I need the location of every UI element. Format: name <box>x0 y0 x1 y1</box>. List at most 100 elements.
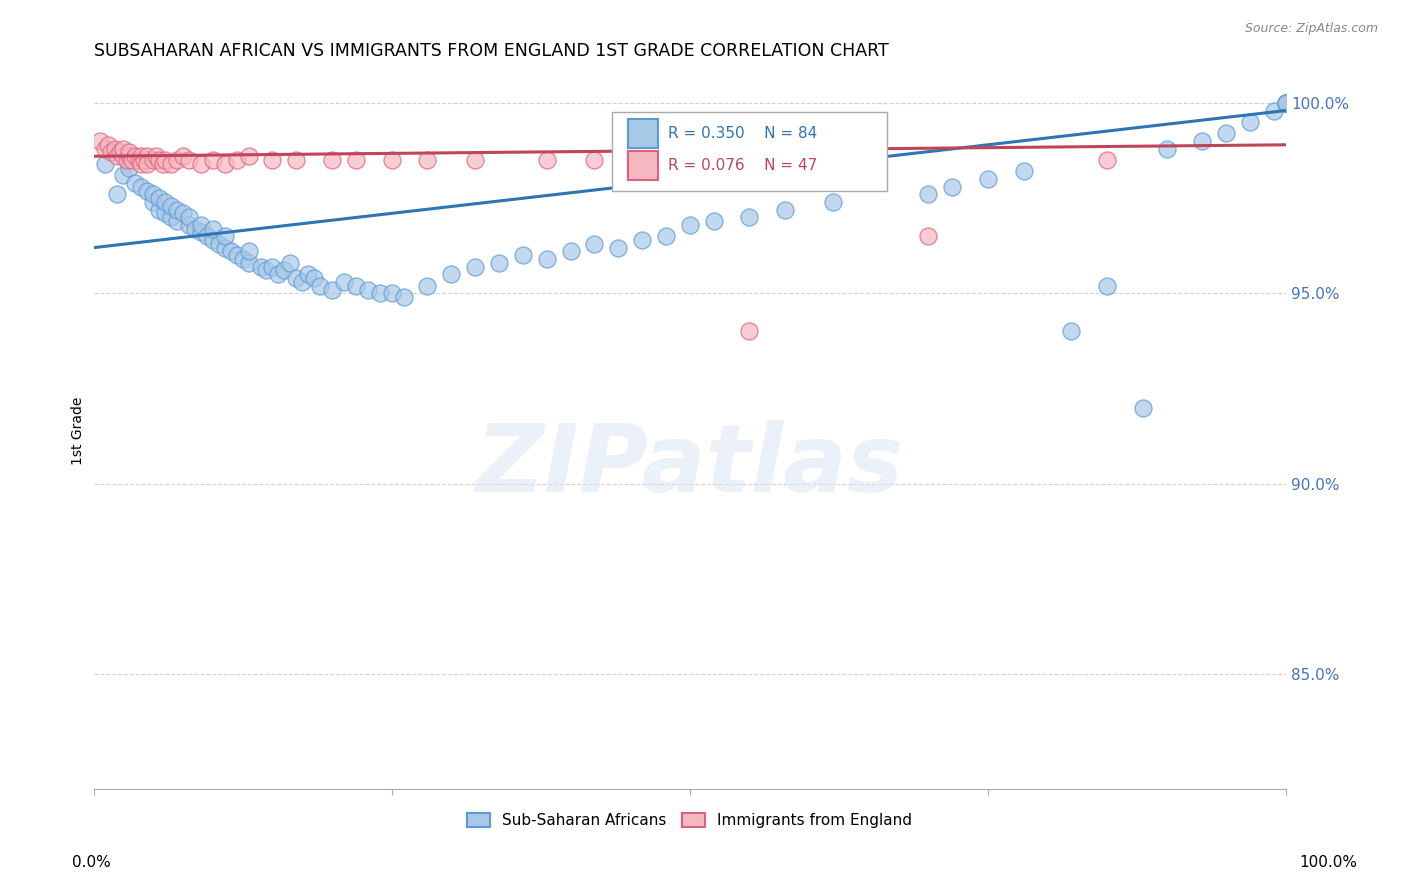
Point <box>1156 142 1178 156</box>
Point <box>142 194 165 209</box>
Point <box>655 153 678 167</box>
Point <box>112 168 135 182</box>
Point <box>381 286 404 301</box>
Point <box>488 256 510 270</box>
Point <box>190 157 212 171</box>
Y-axis label: 1st Grade: 1st Grade <box>72 396 86 465</box>
Point <box>357 283 380 297</box>
Point <box>145 149 167 163</box>
Point <box>738 210 761 224</box>
Point <box>440 268 463 282</box>
Point <box>238 244 260 259</box>
Point <box>1060 325 1083 339</box>
Point <box>738 325 761 339</box>
Point <box>655 229 678 244</box>
Point <box>291 275 314 289</box>
Point <box>302 271 325 285</box>
Point <box>1239 115 1261 129</box>
Point <box>464 260 486 274</box>
Point <box>142 187 165 202</box>
Point <box>160 157 183 171</box>
Point <box>112 142 135 156</box>
Point <box>201 153 224 167</box>
Point <box>536 252 558 266</box>
Point <box>821 194 844 209</box>
Point <box>1275 95 1298 110</box>
Point <box>536 153 558 167</box>
Point <box>94 142 117 156</box>
Point <box>136 149 159 163</box>
Point <box>148 153 170 167</box>
Point <box>392 290 415 304</box>
Point <box>1191 134 1213 148</box>
Point <box>512 248 534 262</box>
Point <box>132 153 155 167</box>
Text: R = 0.076    N = 47: R = 0.076 N = 47 <box>668 158 817 173</box>
Point <box>118 161 141 175</box>
Point <box>94 157 117 171</box>
Point <box>195 229 218 244</box>
Point <box>100 145 122 160</box>
Point <box>115 153 138 167</box>
Point <box>225 153 247 167</box>
Text: 0.0%: 0.0% <box>72 855 111 870</box>
Point <box>172 206 194 220</box>
Text: R = 0.350    N = 84: R = 0.350 N = 84 <box>668 126 817 141</box>
FancyBboxPatch shape <box>612 112 887 191</box>
Point <box>128 153 150 167</box>
Point <box>129 149 152 163</box>
Point <box>1012 164 1035 178</box>
Point <box>267 268 290 282</box>
Text: ZIPatlas: ZIPatlas <box>475 420 904 512</box>
Point <box>560 244 582 259</box>
Point <box>344 278 367 293</box>
Point <box>190 218 212 232</box>
Point <box>297 268 319 282</box>
Point <box>124 176 146 190</box>
Point <box>201 233 224 247</box>
Point <box>1095 153 1118 167</box>
Point <box>166 202 188 217</box>
Point <box>917 229 939 244</box>
Point <box>177 153 200 167</box>
Point <box>679 218 702 232</box>
Point <box>166 214 188 228</box>
Point <box>583 153 606 167</box>
Point <box>136 157 159 171</box>
Point <box>201 221 224 235</box>
Point <box>273 263 295 277</box>
Point <box>631 233 654 247</box>
Point <box>184 221 207 235</box>
Point <box>238 256 260 270</box>
Point <box>416 278 439 293</box>
Point <box>112 149 135 163</box>
Point <box>166 153 188 167</box>
Point <box>1215 127 1237 141</box>
Point <box>285 271 308 285</box>
Point <box>136 184 159 198</box>
Point <box>321 283 343 297</box>
Point <box>1275 95 1298 110</box>
Point <box>160 199 183 213</box>
Point <box>148 191 170 205</box>
Point <box>1095 278 1118 293</box>
Point <box>416 153 439 167</box>
Point <box>107 149 129 163</box>
Point <box>89 134 111 148</box>
Point <box>278 256 301 270</box>
Point <box>225 248 247 262</box>
Point <box>129 157 152 171</box>
Point <box>1275 95 1298 110</box>
Point <box>1263 103 1285 118</box>
Text: Source: ZipAtlas.com: Source: ZipAtlas.com <box>1244 22 1378 36</box>
Point <box>941 179 963 194</box>
Point <box>232 252 254 266</box>
Point <box>104 142 127 156</box>
Point <box>97 137 120 152</box>
FancyBboxPatch shape <box>627 152 658 180</box>
Point <box>381 153 404 167</box>
Point <box>309 278 332 293</box>
Point <box>214 229 236 244</box>
Point <box>1275 95 1298 110</box>
Point <box>214 157 236 171</box>
